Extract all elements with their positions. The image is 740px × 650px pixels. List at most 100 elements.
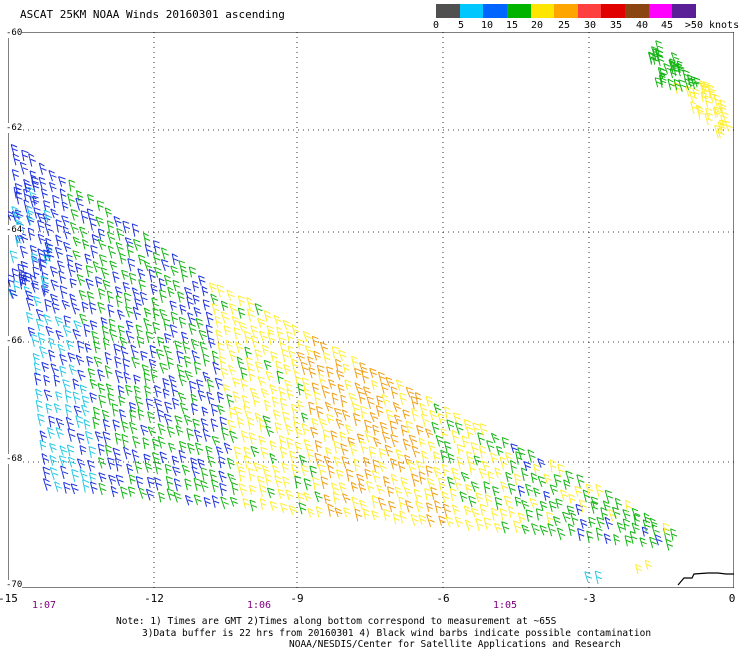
wind-barb <box>144 243 153 257</box>
wind-barb <box>333 407 343 418</box>
wind-barb <box>92 416 100 429</box>
wind-barb <box>418 471 426 485</box>
wind-barb <box>475 518 484 532</box>
wind-barb <box>212 361 221 375</box>
wind-barb <box>392 513 401 525</box>
wind-barb <box>300 361 309 376</box>
wind-barb <box>203 496 211 507</box>
wind-barb <box>220 496 229 510</box>
wind-barb <box>222 383 230 394</box>
wind-barb <box>11 206 20 218</box>
wind-barb <box>24 271 32 282</box>
wind-barb <box>464 483 473 494</box>
wind-barb <box>643 512 651 523</box>
wind-barb <box>425 428 434 439</box>
wind-barb <box>25 297 35 311</box>
wind-barb <box>49 467 59 481</box>
wind-barb <box>248 467 256 482</box>
wind-barb <box>407 461 417 475</box>
wind-barb <box>114 432 122 445</box>
wind-barb <box>86 291 95 303</box>
wind-barb <box>635 563 643 575</box>
wind-barb <box>20 271 28 285</box>
map-grid <box>8 32 734 588</box>
wind-barb <box>86 208 94 220</box>
wind-barb <box>354 367 362 379</box>
wind-barb <box>131 287 140 299</box>
wind-barb <box>411 408 419 422</box>
wind-barb <box>70 483 79 495</box>
wind-barb <box>472 422 480 435</box>
wind-barb <box>503 495 512 507</box>
wind-barb <box>410 513 419 526</box>
wind-barb <box>285 424 293 436</box>
wind-barb <box>181 464 190 476</box>
wind-barb <box>263 359 272 371</box>
wind-barb <box>178 316 187 329</box>
wind-barb <box>157 423 166 435</box>
lon-label: -3 <box>582 592 596 605</box>
wind-barb <box>278 386 286 398</box>
wind-barb <box>303 491 312 502</box>
wind-barb <box>413 488 422 503</box>
wind-barb <box>55 391 63 401</box>
wind-barb <box>271 396 279 408</box>
wind-barb <box>298 502 307 515</box>
wind-barb <box>221 427 229 441</box>
wind-barb <box>218 470 227 483</box>
wind-barb <box>644 559 653 571</box>
wind-barb <box>500 481 509 492</box>
wind-barb <box>281 462 289 473</box>
wind-barb <box>60 465 69 480</box>
wind-barb <box>116 227 125 241</box>
wind-barb <box>400 424 408 437</box>
wind-barb <box>443 441 452 453</box>
wind-barb <box>125 306 134 318</box>
wind-barb <box>548 500 557 512</box>
wind-barb <box>261 464 270 475</box>
wind-barb <box>190 393 198 405</box>
wind-barb <box>433 403 441 414</box>
wind-barb <box>52 194 60 209</box>
wind-barb <box>106 220 114 232</box>
wind-barb <box>243 455 252 469</box>
wind-barb <box>358 499 367 510</box>
wind-barb <box>264 399 271 411</box>
wind-barb <box>562 511 571 523</box>
wind-barb <box>377 371 386 383</box>
wind-barb <box>104 365 113 379</box>
wind-barb <box>517 447 526 460</box>
wind-barb <box>411 445 421 458</box>
wind-barb <box>431 421 440 434</box>
wind-barb <box>123 446 132 460</box>
wind-barb <box>468 495 477 508</box>
wind-barb <box>11 169 19 181</box>
wind-barb <box>82 239 90 250</box>
wind-barb <box>202 353 210 367</box>
wind-barb <box>211 495 220 508</box>
wind-barb <box>282 411 290 425</box>
wind-barb <box>27 227 35 241</box>
wind-barb <box>98 457 107 469</box>
wind-barb <box>314 452 323 467</box>
wind-barb <box>218 456 226 469</box>
wind-barb <box>114 286 123 297</box>
wind-barb <box>629 530 638 544</box>
wind-barb <box>411 473 420 487</box>
wind-barb <box>596 516 605 528</box>
wind-barb <box>325 446 332 457</box>
wind-barb <box>190 338 199 350</box>
lat-label: -62 <box>6 123 23 133</box>
wind-barb <box>26 311 34 323</box>
wind-barb <box>272 409 281 421</box>
wind-barb <box>164 463 172 475</box>
wind-barb <box>604 516 613 530</box>
wind-barb <box>65 416 74 430</box>
wind-barb <box>704 95 712 108</box>
wind-barb <box>318 373 327 387</box>
wind-barb <box>366 396 375 410</box>
wind-barb <box>101 325 109 339</box>
wind-barb <box>167 286 175 298</box>
wind-barb <box>71 302 80 315</box>
wind-barb <box>306 448 315 462</box>
